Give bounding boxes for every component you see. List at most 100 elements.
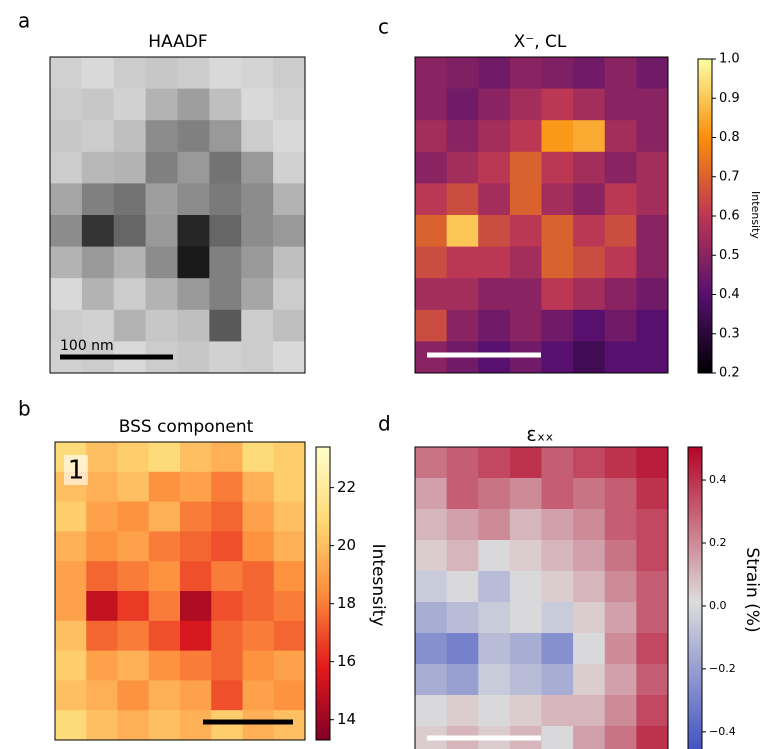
colorbar-tick-label: 0.2 [719,366,740,381]
heatmap-cell [55,501,87,532]
heatmap-cell [541,57,574,90]
heatmap-cell [604,341,637,374]
heatmap-cell [273,591,306,622]
heatmap-cell [242,501,275,532]
heatmap-cell [242,710,275,741]
heatmap-cell [604,447,637,479]
scale-bar-label: 100 nm [60,338,114,354]
heatmap-cell [81,88,115,121]
heatmap-cell [478,120,511,153]
colorbar-tick-label: −0.2 [709,662,736,675]
heatmap-cell [177,183,210,216]
heatmap-cell [86,710,118,741]
heatmap-cell [211,471,243,503]
heatmap-cell [177,278,210,311]
heatmap-cell [81,183,115,216]
heatmap-cell [415,633,448,665]
heatmap-cell [415,664,448,696]
panel-title: X⁻, CL [514,32,567,52]
heatmap-cell [242,531,275,562]
colorbar [315,446,331,741]
heatmap-cell [117,531,150,562]
heatmap-cell [177,57,210,90]
heatmap-cell [81,309,115,342]
heatmap-cell [177,120,210,153]
heatmap-cell [415,120,448,153]
heatmap-cell [415,151,448,184]
heatmap-cell [541,278,574,311]
heatmap-cell [541,571,574,603]
heatmap-cell [446,571,479,603]
heatmap-cell [636,478,669,510]
heatmap-cell [573,183,606,216]
heatmap-cell [211,561,243,592]
heatmap-cell [573,695,606,727]
heatmap-cell [241,246,274,279]
heatmap-cell [180,650,212,681]
heatmap-cell [148,501,181,532]
heatmap-cell [177,246,210,279]
heatmap-cell [117,442,150,473]
heatmap-cell [636,726,669,749]
image-frame [414,446,669,749]
heatmap-cell [509,246,542,279]
heatmap-cell [211,531,243,562]
heatmap-cell [50,57,83,90]
heatmap-cell [415,278,448,311]
heatmap-cell [478,695,511,727]
heatmap-cell [636,57,669,90]
heatmap-cell [446,88,479,121]
heatmap-cell [446,246,479,279]
panel-title: HAADF [148,32,207,52]
heatmap-cell [509,695,542,727]
heatmap-cell [604,278,637,311]
heatmap-cell [604,540,637,572]
heatmap-cell [478,447,511,479]
heatmap-cell [113,151,147,184]
heatmap-cell [415,88,448,121]
heatmap-cell [478,215,511,248]
heatmap-cell [50,88,83,121]
heatmap-cell [113,120,147,153]
heatmap-cell [446,183,479,216]
heatmap-cell [273,341,306,374]
heatmap-cell [117,620,150,652]
heatmap-cell [180,531,212,562]
colorbar-tick-label: 0.4 [709,473,727,486]
heatmap-cell [86,442,118,473]
heatmap-cell [81,120,115,153]
heatmap-cell [478,246,511,279]
heatmap-cell [636,151,669,184]
heatmap-cell [273,710,306,741]
heatmap-cell [604,571,637,603]
heatmap-cell [273,442,306,473]
heatmap-cell [55,650,87,681]
heatmap-cell [446,478,479,510]
heatmap-cell [242,680,275,711]
heatmap-cell [636,183,669,216]
heatmap-cell [145,246,178,279]
heatmap-cell [145,120,178,153]
heatmap-cell [509,664,542,696]
heatmap-cell [636,120,669,153]
heatmap-cell [604,478,637,510]
heatmap-cell [273,151,306,184]
heatmap-cell [636,509,669,541]
heatmap-cell [145,151,178,184]
heatmap-cell [241,341,274,374]
heatmap-cell [273,278,306,311]
heatmap-cell [541,151,574,184]
heatmap-cell [573,57,606,90]
heatmap-cell [541,540,574,572]
heatmap-cell [573,278,606,311]
heatmap-cell [636,540,669,572]
heatmap-cell [541,88,574,121]
heatmap-cell [415,571,448,603]
heatmap-cell [604,151,637,184]
colorbar-label: Intensity [749,191,762,239]
heatmap-cell [478,478,511,510]
heatmap-cell [241,151,274,184]
heatmap-cell [242,591,275,622]
heatmap-cell [273,88,306,121]
heatmap-cell [636,88,669,121]
